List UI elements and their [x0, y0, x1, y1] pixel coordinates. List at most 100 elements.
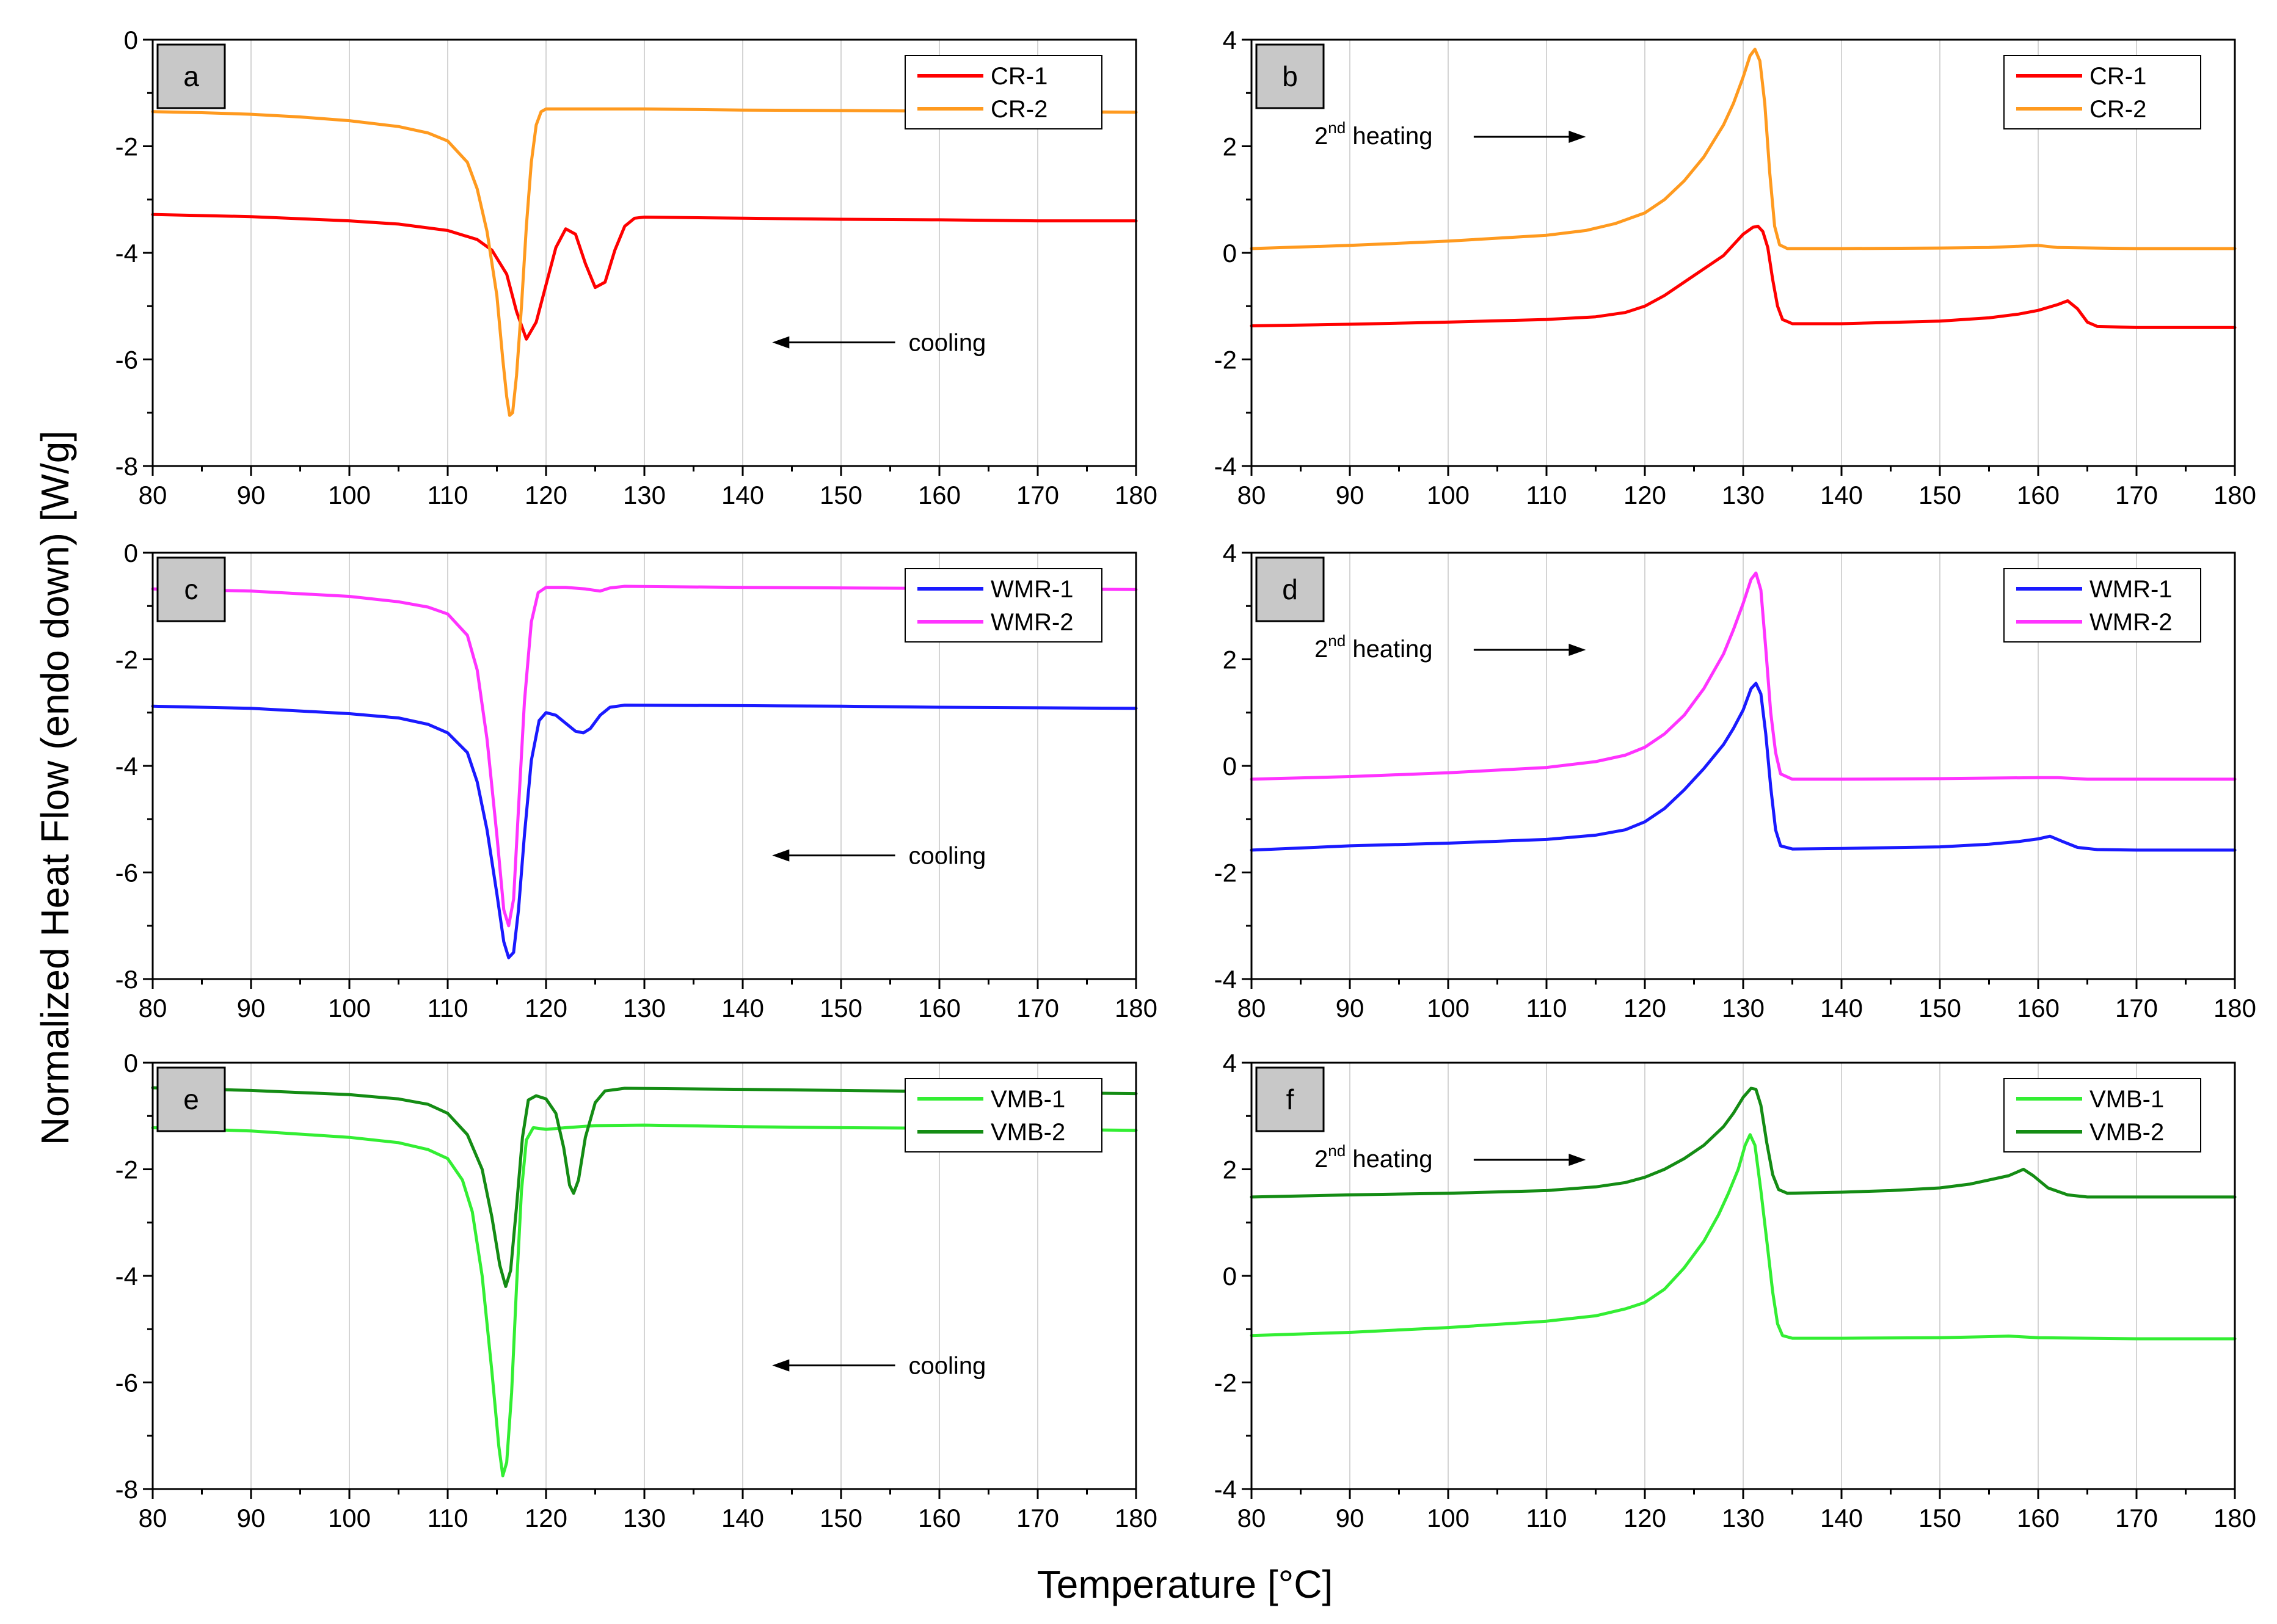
x-tick-label: 140 — [721, 481, 764, 509]
x-tick-label: 120 — [1623, 1504, 1666, 1532]
y-tick-label: 4 — [1223, 26, 1237, 54]
x-tick-label: 130 — [623, 994, 666, 1022]
heating-superscript: nd — [1328, 632, 1346, 650]
series-line-wmr-2 — [1250, 571, 2237, 781]
y-tick-label: -4 — [115, 1262, 138, 1291]
y-tick-label: -8 — [115, 1475, 138, 1504]
figure-x-axis-title: Temperature [°C] — [1037, 1562, 1333, 1606]
panel-letter-box — [156, 1066, 226, 1132]
cooling-arrowhead — [772, 336, 790, 349]
legend-label: CR-1 — [991, 63, 1047, 90]
y-tick-label: 0 — [124, 26, 138, 54]
panel-d: 80 90 100 110 120 130 140 150 160 170 180 4 2 0 -2 -4 d W… — [1214, 539, 2256, 1022]
x-tick-label: 110 — [1526, 1504, 1567, 1532]
panel-letter-box — [1255, 556, 1325, 622]
x-tick-label: 130 — [623, 1504, 666, 1532]
y-tick-label: 0 — [1223, 752, 1237, 781]
x-tick-label: 160 — [2017, 481, 2060, 509]
panel-letter-box — [156, 43, 226, 109]
x-tick-label: 100 — [328, 994, 371, 1022]
series-line-cr-1 — [151, 213, 1138, 341]
panel-letter: a — [183, 60, 199, 92]
x-tick-label: 150 — [820, 481, 862, 509]
heating-prefix: 2 — [1314, 1146, 1328, 1173]
x-tick-label: 140 — [721, 994, 764, 1022]
x-tick-label: 170 — [1016, 994, 1059, 1022]
x-tick-label: 160 — [2017, 1504, 2060, 1532]
heating-superscript: nd — [1328, 1142, 1346, 1160]
x-tick-label: 180 — [2213, 1504, 2256, 1532]
y-tick-label: -6 — [115, 1369, 138, 1397]
panel-letter: f — [1286, 1083, 1294, 1115]
cooling-label: cooling — [909, 1353, 986, 1380]
series-line-wmr-1 — [151, 704, 1138, 959]
y-tick-label: 2 — [1223, 646, 1237, 674]
x-tick-label: 180 — [2213, 481, 2256, 509]
x-tick-label: 120 — [1623, 481, 1666, 509]
x-tick-label: 100 — [328, 1504, 371, 1532]
x-tick-label: 180 — [1115, 1504, 1157, 1532]
legend-label: WMR-2 — [2089, 609, 2173, 636]
heating-word: heating — [1346, 1146, 1432, 1173]
legend-box — [2003, 568, 2201, 643]
x-tick-label: 90 — [237, 481, 266, 509]
x-tick-label: 80 — [1237, 1504, 1266, 1532]
y-tick-label: -2 — [1214, 346, 1237, 374]
x-tick-label: 120 — [1623, 994, 1666, 1022]
series-line-wmr-2 — [151, 584, 1138, 928]
legend-label: CR-1 — [2089, 63, 2146, 90]
x-tick-label: 90 — [237, 1504, 266, 1532]
heating-label: 2nd heating — [1314, 118, 1433, 150]
x-tick-label: 110 — [428, 1504, 468, 1532]
legend-label: VMB-2 — [2089, 1119, 2164, 1146]
legend-box — [905, 55, 1102, 129]
x-tick-label: 130 — [1722, 1504, 1765, 1532]
y-tick-label: 0 — [1223, 1262, 1237, 1291]
x-tick-label: 140 — [721, 1504, 764, 1532]
y-tick-label: -4 — [115, 239, 138, 268]
x-tick-label: 140 — [1820, 994, 1863, 1022]
legend-box — [905, 1078, 1102, 1152]
y-tick-label: 0 — [124, 539, 138, 567]
series-line-vmb-1 — [1250, 1133, 2237, 1341]
cooling-label: cooling — [909, 843, 986, 870]
x-tick-label: 170 — [1016, 481, 1059, 509]
y-tick-label: -2 — [1214, 859, 1237, 887]
panel-a: 80 90 100 110 120 130 140 150 160 170 180 0 -2 -4 -6 -8… — [115, 26, 1157, 509]
panel-letter-box — [1255, 43, 1325, 109]
x-tick-label: 140 — [1820, 481, 1863, 509]
x-tick-label: 140 — [1820, 1504, 1863, 1532]
y-tick-label: 0 — [1223, 239, 1237, 268]
x-tick-label: 130 — [1722, 481, 1765, 509]
y-tick-label: 2 — [1223, 1156, 1237, 1184]
x-tick-label: 150 — [820, 1504, 862, 1532]
x-tick-label: 170 — [1016, 1504, 1059, 1532]
heating-word: heating — [1346, 636, 1432, 663]
cooling-arrowhead — [772, 849, 790, 862]
legend-label: CR-2 — [2089, 96, 2146, 123]
x-tick-label: 150 — [1918, 994, 1961, 1022]
panel-c: 80 90 100 110 120 130 140 150 160 170 180 0 -2 -4 -6 -8… — [115, 539, 1157, 1022]
x-tick-label: 170 — [2115, 481, 2158, 509]
y-tick-label: -2 — [115, 1156, 138, 1184]
y-tick-label: -4 — [1214, 452, 1237, 481]
y-tick-label: -8 — [115, 452, 138, 481]
panel-letter: d — [1282, 573, 1298, 605]
y-tick-label: -2 — [115, 133, 138, 161]
x-tick-label: 160 — [918, 1504, 961, 1532]
x-tick-label: 170 — [2115, 1504, 2158, 1532]
x-tick-label: 150 — [1918, 481, 1961, 509]
panel-b: 80 90 100 110 120 130 140 150 160 170 180 4 2 0 -2 -4 b C… — [1214, 26, 2256, 509]
y-tick-label: 4 — [1223, 1049, 1237, 1077]
legend-label: VMB-2 — [991, 1119, 1065, 1146]
figure-y-axis-title: Normalized Heat Flow (endo down) [W/g] — [33, 431, 77, 1145]
x-tick-label: 180 — [1115, 994, 1157, 1022]
heating-arrowhead — [1568, 1154, 1586, 1167]
heating-word: heating — [1346, 123, 1432, 150]
heating-prefix: 2 — [1314, 636, 1328, 663]
x-tick-label: 110 — [1526, 481, 1567, 509]
x-tick-label: 170 — [2115, 994, 2158, 1022]
series-line-cr-2 — [1250, 48, 2237, 250]
x-tick-label: 130 — [623, 481, 666, 509]
heating-arrowhead — [1568, 131, 1586, 144]
